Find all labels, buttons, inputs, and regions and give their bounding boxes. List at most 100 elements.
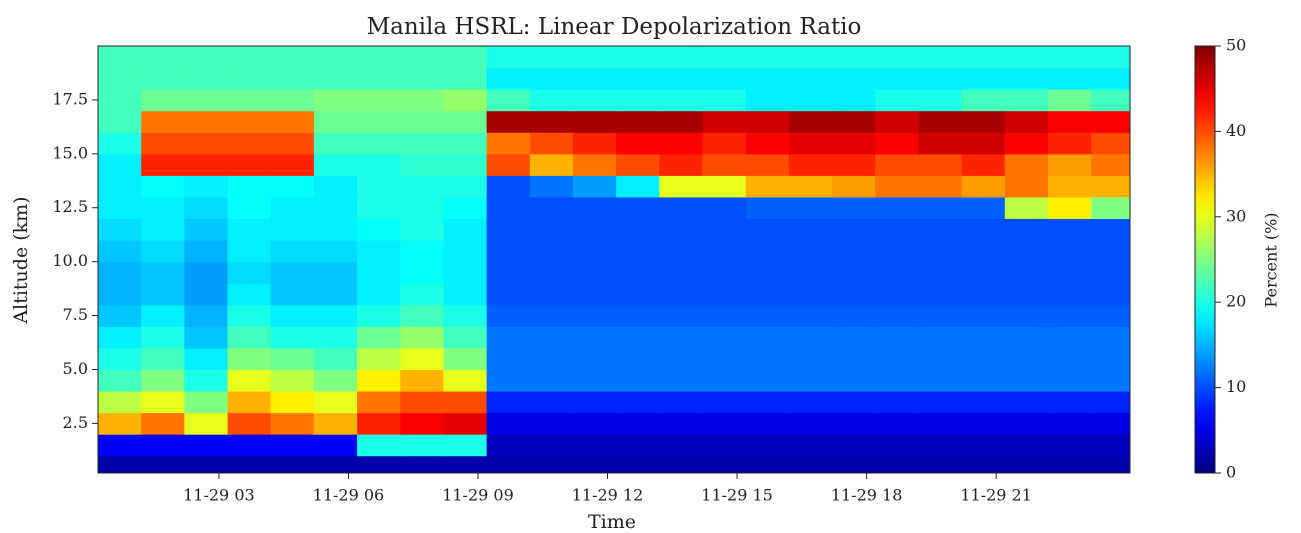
- heatmap-cell: [918, 67, 963, 90]
- heatmap-cell: [659, 369, 704, 392]
- heatmap-cell: [313, 46, 358, 69]
- heatmap-cell: [400, 110, 444, 133]
- heatmap-cell: [961, 304, 1006, 327]
- heatmap-cell: [918, 283, 963, 306]
- heatmap-cell: [1004, 369, 1049, 392]
- heatmap-cell: [659, 67, 704, 90]
- heatmap-cell: [98, 89, 142, 112]
- heatmap-cell: [184, 283, 229, 306]
- heatmap-cell: [918, 89, 963, 112]
- heatmap-cell: [486, 110, 531, 133]
- heatmap-cell: [1091, 412, 1130, 435]
- heatmap-cell: [1004, 412, 1049, 435]
- heatmap-cell: [616, 218, 660, 241]
- heatmap-cell: [961, 455, 1006, 473]
- heatmap-cell: [875, 67, 919, 90]
- heatmap-cell: [702, 326, 747, 349]
- heatmap-cell: [443, 391, 488, 414]
- heatmap-cell: [616, 283, 660, 306]
- heatmap-cell: [443, 67, 488, 90]
- heatmap-cell: [141, 326, 185, 349]
- heatmap-cell: [788, 326, 833, 349]
- heatmap-cell: [270, 153, 315, 176]
- heatmap-cell: [918, 110, 963, 133]
- x-tick-label: 11-29 12: [572, 486, 644, 505]
- heatmap-cell: [1091, 261, 1130, 284]
- heatmap-cell: [832, 283, 876, 306]
- heatmap-cell: [745, 218, 790, 241]
- heatmap-cell: [98, 240, 142, 263]
- heatmap-cell: [961, 175, 1006, 198]
- heatmap-cell: [486, 261, 531, 284]
- y-tick-label: 2.5: [63, 413, 88, 432]
- heatmap-cell: [572, 326, 617, 349]
- heatmap-cell: [1047, 347, 1092, 370]
- heatmap-cell: [745, 304, 790, 327]
- heatmap-cell: [227, 175, 272, 198]
- heatmap-cell: [961, 369, 1006, 392]
- y-tick-label: 10.0: [52, 251, 88, 270]
- heatmap-cell: [227, 455, 272, 473]
- heatmap-cell: [313, 455, 358, 473]
- heatmap-cell: [1047, 391, 1092, 414]
- heatmap-cell: [659, 261, 704, 284]
- heatmap-cell: [486, 46, 531, 69]
- heatmap-cell: [400, 175, 444, 198]
- heatmap-cell: [875, 46, 919, 69]
- heatmap-cell: [875, 369, 919, 392]
- heatmap-cell: [745, 434, 790, 457]
- heatmap-cell: [832, 196, 876, 220]
- heatmap-cell: [616, 434, 660, 457]
- heatmap-cell: [875, 455, 919, 473]
- heatmap-cell: [184, 240, 229, 263]
- heatmap-cell: [616, 412, 660, 435]
- heatmap-cell: [270, 175, 315, 198]
- heatmap-cell: [529, 455, 574, 473]
- heatmap-cell: [961, 391, 1006, 414]
- heatmap-cell: [1091, 283, 1130, 306]
- heatmap-cell: [875, 347, 919, 370]
- heatmap-cell: [745, 89, 790, 112]
- heatmap-cell: [918, 434, 963, 457]
- heatmap-cell: [1004, 304, 1049, 327]
- heatmap-cell: [832, 110, 876, 133]
- heatmap-cell: [572, 261, 617, 284]
- heatmap-cell: [184, 326, 229, 349]
- heatmap-cell: [1004, 153, 1049, 176]
- heatmap-cell: [400, 153, 444, 176]
- heatmap-cell: [227, 347, 272, 370]
- heatmap-cell: [572, 46, 617, 69]
- heatmap-cell: [98, 175, 142, 198]
- heatmap-cell: [1091, 67, 1130, 90]
- heatmap-cell: [98, 196, 142, 220]
- heatmap-cell: [141, 175, 185, 198]
- heatmap-cell: [443, 196, 488, 220]
- heatmap-cell: [961, 412, 1006, 435]
- heatmap-cell: [227, 326, 272, 349]
- heatmap-cell: [270, 240, 315, 263]
- heatmap-cell: [1047, 369, 1092, 392]
- heatmap-cell: [616, 132, 660, 155]
- heatmap-cell: [1004, 326, 1049, 349]
- colorbar: [1194, 45, 1216, 474]
- heatmap-cell: [184, 132, 229, 155]
- heatmap-cell: [961, 240, 1006, 263]
- heatmap-cell: [745, 391, 790, 414]
- heatmap-cell: [227, 46, 272, 69]
- heatmap-cell: [616, 347, 660, 370]
- heatmap-cell: [788, 261, 833, 284]
- heatmap-cell: [98, 391, 142, 414]
- heatmap-cell: [572, 412, 617, 435]
- heatmap-cell: [659, 175, 704, 198]
- heatmap-cell: [313, 132, 358, 155]
- heatmap-cell: [98, 369, 142, 392]
- y-axis-label: Altitude (km): [10, 196, 32, 324]
- colorbar-label: Percent (%): [1262, 212, 1281, 307]
- heatmap-cell: [270, 132, 315, 155]
- heatmap-cell: [832, 132, 876, 155]
- heatmap-cell: [313, 369, 358, 392]
- heatmap-cell: [1091, 46, 1130, 69]
- heatmap-cell: [486, 153, 531, 176]
- heatmap-cell: [702, 455, 747, 473]
- heatmap-cell: [1091, 347, 1130, 370]
